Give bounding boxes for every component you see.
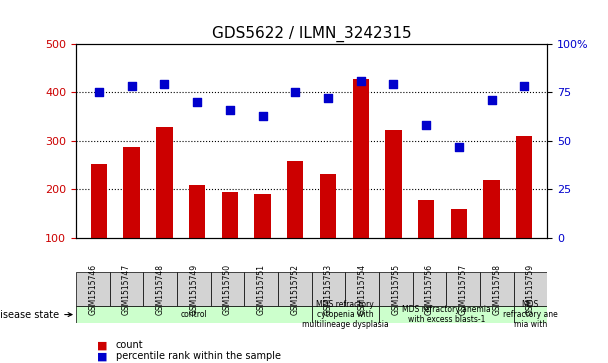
FancyBboxPatch shape bbox=[311, 272, 345, 306]
FancyBboxPatch shape bbox=[109, 272, 143, 306]
Text: GSM1515750: GSM1515750 bbox=[223, 264, 232, 315]
Bar bbox=[123, 147, 140, 287]
FancyBboxPatch shape bbox=[379, 306, 514, 323]
Point bbox=[291, 89, 300, 95]
FancyBboxPatch shape bbox=[278, 272, 311, 306]
Text: ■: ■ bbox=[97, 340, 108, 351]
FancyBboxPatch shape bbox=[379, 272, 413, 306]
Bar bbox=[156, 127, 173, 287]
Bar bbox=[320, 174, 336, 287]
Point bbox=[389, 81, 398, 87]
Text: GSM1515751: GSM1515751 bbox=[257, 264, 266, 315]
Point bbox=[487, 97, 497, 103]
Text: ■: ■ bbox=[97, 351, 108, 362]
Bar bbox=[385, 130, 402, 287]
Bar bbox=[254, 194, 271, 287]
Bar bbox=[451, 209, 467, 287]
Point bbox=[323, 95, 333, 101]
Bar bbox=[189, 184, 206, 287]
Text: GSM1515753: GSM1515753 bbox=[324, 264, 333, 315]
Point bbox=[192, 99, 202, 105]
Text: GSM1515759: GSM1515759 bbox=[526, 264, 535, 315]
Text: GSM1515755: GSM1515755 bbox=[391, 264, 400, 315]
Text: count: count bbox=[116, 340, 143, 351]
Point bbox=[225, 107, 235, 113]
FancyBboxPatch shape bbox=[177, 272, 210, 306]
Point bbox=[94, 89, 104, 95]
Text: GSM1515749: GSM1515749 bbox=[189, 264, 198, 315]
FancyBboxPatch shape bbox=[514, 306, 547, 323]
Text: GSM1515748: GSM1515748 bbox=[156, 264, 165, 315]
Bar bbox=[221, 192, 238, 287]
Text: percentile rank within the sample: percentile rank within the sample bbox=[116, 351, 280, 362]
Bar bbox=[418, 200, 434, 287]
Text: MDS refractory
cytopenia with
multilineage dysplasia: MDS refractory cytopenia with multilinea… bbox=[302, 300, 389, 330]
Text: GSM1515758: GSM1515758 bbox=[492, 264, 501, 315]
Title: GDS5622 / ILMN_3242315: GDS5622 / ILMN_3242315 bbox=[212, 26, 412, 42]
FancyBboxPatch shape bbox=[345, 272, 379, 306]
FancyBboxPatch shape bbox=[244, 272, 278, 306]
Bar bbox=[483, 180, 500, 287]
Point bbox=[159, 81, 169, 87]
Text: GSM1515752: GSM1515752 bbox=[290, 264, 299, 315]
Text: GSM1515747: GSM1515747 bbox=[122, 264, 131, 315]
Point bbox=[258, 113, 268, 118]
FancyBboxPatch shape bbox=[311, 306, 379, 323]
Text: disease state: disease state bbox=[0, 310, 72, 319]
Point bbox=[356, 78, 365, 83]
Point bbox=[519, 83, 529, 89]
Point bbox=[454, 144, 464, 150]
Bar bbox=[516, 136, 533, 287]
FancyBboxPatch shape bbox=[76, 306, 311, 323]
Text: control: control bbox=[181, 310, 207, 319]
Text: GSM1515756: GSM1515756 bbox=[425, 264, 434, 315]
Text: MDS refractory anemia
with excess blasts-1: MDS refractory anemia with excess blasts… bbox=[402, 305, 491, 324]
FancyBboxPatch shape bbox=[210, 272, 244, 306]
Bar bbox=[91, 164, 107, 287]
Text: GSM1515757: GSM1515757 bbox=[458, 264, 468, 315]
Point bbox=[421, 122, 431, 128]
FancyBboxPatch shape bbox=[76, 272, 109, 306]
FancyBboxPatch shape bbox=[413, 272, 446, 306]
Text: GSM1515754: GSM1515754 bbox=[358, 264, 367, 315]
Point bbox=[126, 83, 136, 89]
Bar bbox=[287, 161, 303, 287]
Text: GSM1515746: GSM1515746 bbox=[88, 264, 97, 315]
FancyBboxPatch shape bbox=[514, 272, 547, 306]
FancyBboxPatch shape bbox=[446, 272, 480, 306]
Text: MDS
refractory ane
mia with: MDS refractory ane mia with bbox=[503, 300, 558, 330]
Bar bbox=[353, 78, 369, 287]
FancyBboxPatch shape bbox=[480, 272, 514, 306]
FancyBboxPatch shape bbox=[143, 272, 177, 306]
